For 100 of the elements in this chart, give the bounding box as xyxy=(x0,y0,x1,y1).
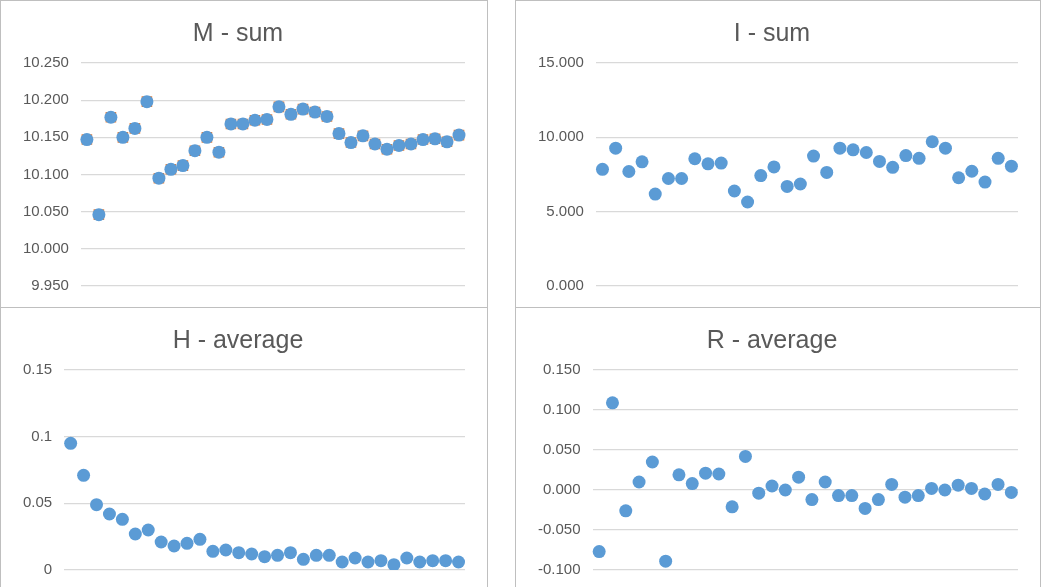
y-tick-label: -0.050 xyxy=(537,520,581,538)
point xyxy=(77,468,91,482)
point xyxy=(245,547,259,561)
point xyxy=(859,146,873,159)
point xyxy=(912,151,926,165)
point xyxy=(871,493,885,507)
point xyxy=(845,489,859,503)
point xyxy=(925,135,939,149)
point xyxy=(765,479,779,493)
point xyxy=(609,141,623,155)
point xyxy=(619,504,633,518)
point xyxy=(309,548,323,562)
point xyxy=(820,165,834,179)
y-tick-label: 0 xyxy=(43,560,53,578)
point xyxy=(661,172,675,186)
point xyxy=(991,151,1005,165)
point xyxy=(439,554,453,568)
y-tick-label: 10.150 xyxy=(22,127,69,145)
point xyxy=(832,489,846,503)
y-tick-label: 10.100 xyxy=(22,164,69,182)
point xyxy=(701,157,715,171)
point xyxy=(991,477,1005,491)
point xyxy=(128,527,142,541)
chart-title: H - average xyxy=(172,324,304,353)
point xyxy=(180,536,194,550)
point xyxy=(283,546,297,560)
point xyxy=(872,154,886,168)
point xyxy=(605,396,619,410)
point xyxy=(258,550,272,564)
y-tick-label: 9.950 xyxy=(31,276,69,294)
point xyxy=(712,467,726,481)
point xyxy=(951,478,965,492)
point xyxy=(818,475,832,489)
y-tick-label: 5.000 xyxy=(546,201,584,219)
point xyxy=(659,554,673,568)
point xyxy=(899,149,913,163)
y-tick-label: 10.250 xyxy=(22,53,69,71)
point xyxy=(688,152,702,166)
y-tick-label: 10.200 xyxy=(22,90,69,108)
point xyxy=(635,155,649,169)
point xyxy=(780,179,794,193)
point xyxy=(232,546,246,560)
point xyxy=(886,160,900,174)
point xyxy=(632,475,646,489)
y-tick-label: 0.1 xyxy=(31,426,53,444)
chart-title: I - sum xyxy=(733,17,811,46)
y-tick-label: 0.15 xyxy=(22,360,53,378)
point xyxy=(102,507,116,521)
point xyxy=(413,555,427,569)
y-tick-label: 10.050 xyxy=(22,201,69,219)
point xyxy=(767,160,781,174)
point xyxy=(833,141,847,155)
point xyxy=(778,483,792,497)
point xyxy=(622,165,636,179)
point xyxy=(741,195,755,209)
point xyxy=(738,449,752,463)
point xyxy=(1004,159,1018,173)
point xyxy=(361,555,375,569)
point xyxy=(699,466,713,480)
y-tick-label: 0.150 xyxy=(542,360,581,378)
y-tick-label: -0.100 xyxy=(537,560,581,578)
y-tick-label: 15.000 xyxy=(537,53,584,71)
y-tick-label: 10.000 xyxy=(22,238,69,256)
point xyxy=(978,487,992,501)
point xyxy=(793,177,807,191)
point xyxy=(727,184,741,198)
point xyxy=(714,156,728,170)
chart-title: M - sum xyxy=(192,17,284,46)
point xyxy=(964,481,978,495)
point xyxy=(978,175,992,189)
point xyxy=(754,169,768,183)
point xyxy=(885,477,899,491)
point xyxy=(725,500,739,514)
point xyxy=(271,548,285,562)
y-tick-label: 0.050 xyxy=(542,440,581,458)
y-tick-label: 0.000 xyxy=(546,276,584,294)
point xyxy=(592,545,606,559)
chart-title: R - average xyxy=(706,324,838,353)
point xyxy=(672,468,686,482)
point xyxy=(115,512,129,526)
y-tick-label: 10.000 xyxy=(537,127,584,145)
point xyxy=(952,171,966,185)
point xyxy=(206,544,220,558)
point xyxy=(374,554,388,568)
point xyxy=(846,143,860,157)
y-tick-label: 0.000 xyxy=(542,480,581,498)
point xyxy=(193,532,207,546)
point xyxy=(141,523,155,537)
point xyxy=(648,187,662,201)
point xyxy=(925,481,939,495)
y-tick-label: 0.100 xyxy=(542,400,581,418)
point xyxy=(645,455,659,469)
point xyxy=(90,498,104,512)
point xyxy=(675,172,689,186)
point xyxy=(858,501,872,515)
point xyxy=(154,535,168,549)
point xyxy=(805,493,819,507)
point xyxy=(400,551,414,565)
point xyxy=(1004,485,1018,499)
point xyxy=(348,551,362,565)
